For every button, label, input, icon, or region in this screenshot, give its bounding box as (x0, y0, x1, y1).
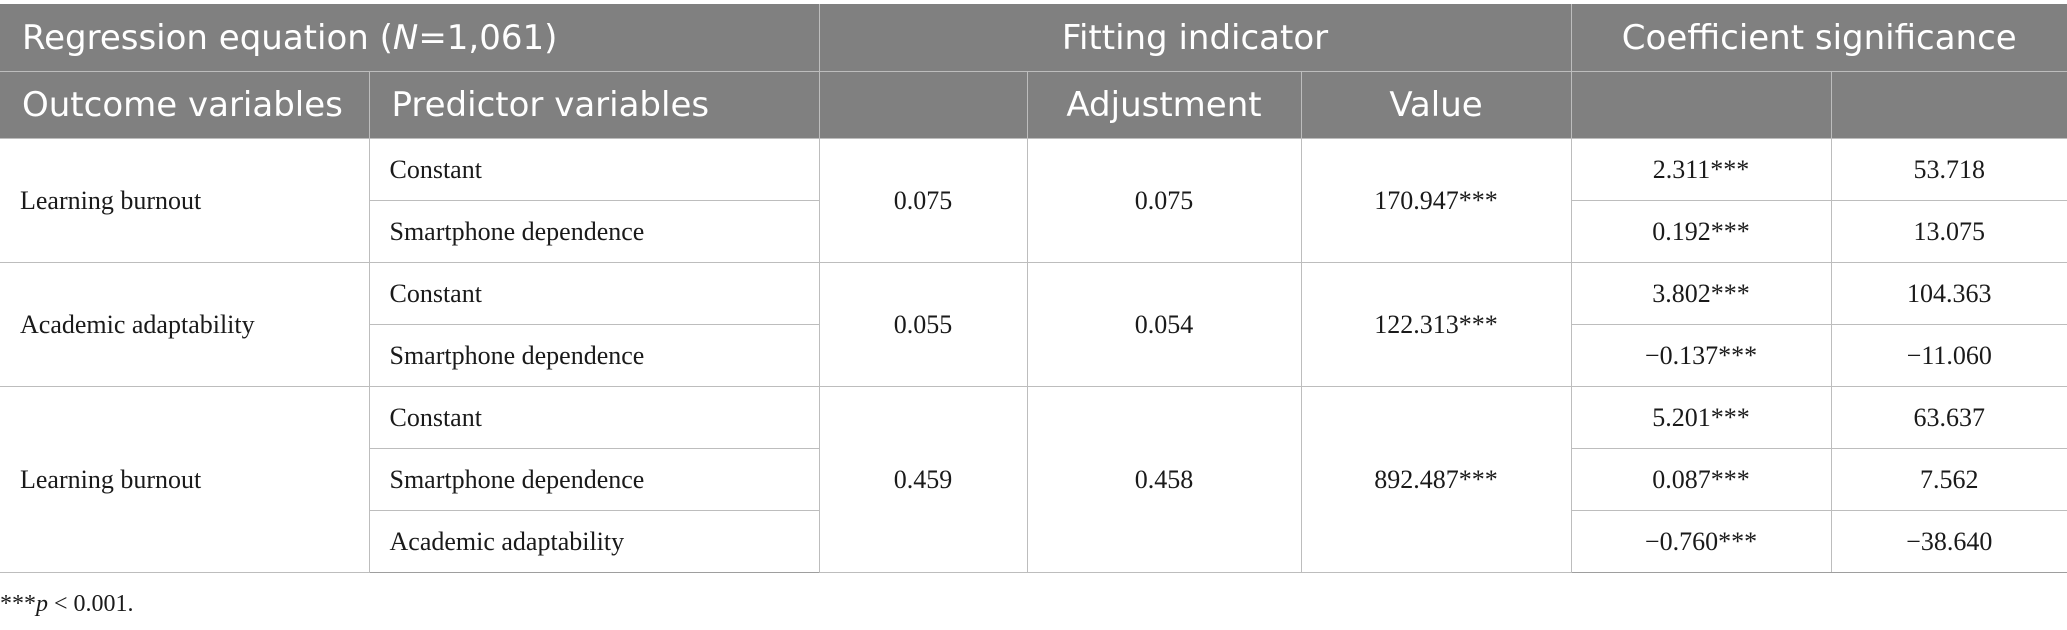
stat-cell: 13.075 (1830, 200, 2067, 263)
fit-cell: 0.075 (818, 138, 1028, 263)
coef-cell: 3.802*** (1570, 262, 1832, 325)
coef-cell: −0.137*** (1570, 324, 1832, 387)
footnote-text: < 0.001. (48, 591, 134, 617)
regression-table: Regression equation (N=1,061) Fitting in… (0, 4, 2067, 573)
footnote-p: p (36, 591, 48, 617)
table-row: Smartphone dependence −0.137*** −11.060 (0, 324, 2067, 387)
header-outcome-variables: Outcome variables (0, 71, 370, 139)
predictor-cell: Smartphone dependence (368, 448, 820, 511)
header-adjustment: Adjustment (1027, 71, 1302, 139)
table-header: Regression equation (N=1,061) Fitting in… (0, 4, 2067, 139)
value-cell: 170.947*** (1300, 138, 1572, 263)
header-predictor-variables: Predictor variables (369, 71, 820, 139)
coef-cell: −0.760*** (1570, 510, 1832, 573)
outcome-cell: Academic adaptability (0, 262, 370, 387)
table-row: Smartphone dependence 0.192*** 13.075 (0, 200, 2067, 263)
header-row-1: Regression equation (N=1,061) Fitting in… (0, 4, 2067, 72)
stat-cell: 63.637 (1830, 386, 2067, 449)
adjustment-cell: 0.054 (1026, 262, 1302, 387)
stat-cell: −11.060 (1830, 324, 2067, 387)
header-coef-col-6 (1571, 71, 1832, 139)
table-row: Academic adaptability Constant 0.055 0.0… (0, 262, 2067, 387)
outcome-cell: Learning burnout (0, 386, 370, 573)
outcome-cell: Learning burnout (0, 138, 370, 263)
stat-cell: −38.640 (1830, 510, 2067, 573)
stat-cell: 7.562 (1830, 448, 2067, 511)
predictor-cell: Constant (368, 386, 820, 449)
table-body: Learning burnout Constant 0.075 0.075 17… (0, 138, 2067, 573)
predictor-cell: Smartphone dependence (368, 324, 820, 387)
header-coefficient-significance: Coefficient significance (1571, 4, 2067, 72)
coef-cell: 0.087*** (1570, 448, 1832, 511)
footnote-stars: *** (0, 591, 36, 617)
coef-cell: 2.311*** (1570, 138, 1832, 201)
value-cell: 122.313*** (1300, 262, 1572, 387)
header-fitting-indicator: Fitting indicator (819, 4, 1572, 72)
header-fit-col-3 (819, 71, 1028, 139)
table-row: Academic adaptability −0.760*** −38.640 (0, 510, 2067, 573)
adjustment-cell: 0.075 (1026, 138, 1302, 263)
fit-cell: 0.459 (818, 386, 1028, 573)
predictor-cell: Constant (368, 138, 820, 201)
stat-cell: 104.363 (1830, 262, 2067, 325)
header-value: Value (1301, 71, 1572, 139)
predictor-cell: Constant (368, 262, 820, 325)
header-coef-col-7 (1831, 71, 2067, 139)
fit-cell: 0.055 (818, 262, 1028, 387)
table-footnote: ***p < 0.001. (0, 591, 134, 618)
header-regression-equation: Regression equation (N=1,061) (0, 4, 820, 72)
adjustment-cell: 0.458 (1026, 386, 1302, 573)
table-row: Learning burnout Constant 0.459 0.458 89… (0, 386, 2067, 573)
coef-cell: 0.192*** (1570, 200, 1832, 263)
coef-cell: 5.201*** (1570, 386, 1832, 449)
table-row: Learning burnout Constant 0.075 0.075 17… (0, 138, 2067, 263)
predictor-cell: Smartphone dependence (368, 200, 820, 263)
stat-cell: 53.718 (1830, 138, 2067, 201)
table-row: Smartphone dependence 0.087*** 7.562 (0, 448, 2067, 511)
header-row-2: Outcome variables Predictor variables Ad… (0, 71, 2067, 139)
value-cell: 892.487*** (1300, 386, 1572, 573)
predictor-cell: Academic adaptability (368, 510, 820, 573)
